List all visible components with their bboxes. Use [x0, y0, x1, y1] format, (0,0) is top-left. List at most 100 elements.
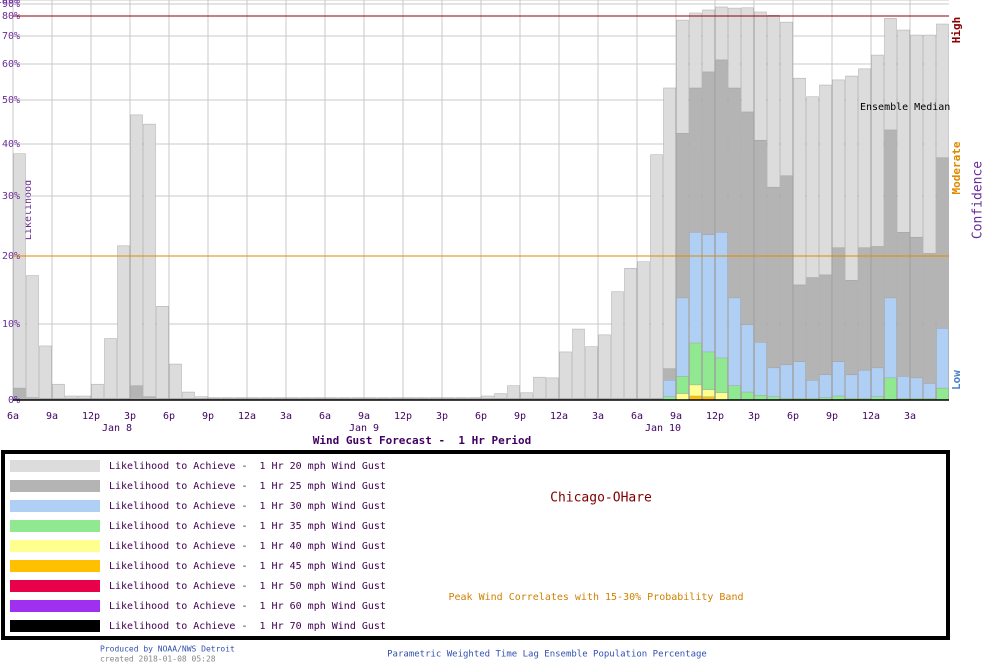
- bar: [559, 351, 572, 401]
- bar: [897, 232, 910, 401]
- bar: [26, 275, 39, 401]
- legend-swatch: [10, 460, 100, 472]
- bar: [910, 377, 923, 401]
- x-tick-label: 3p: [124, 411, 136, 422]
- legend-label: Likelihood to Achieve - 1 Hr 25 mph Wind…: [109, 481, 386, 492]
- y-tick-label: 90%: [2, 0, 20, 10]
- legend-swatch: [10, 480, 100, 492]
- note: Peak Wind Correlates with 15-30% Probabi…: [448, 592, 743, 603]
- legend-swatch: [10, 580, 100, 592]
- legend-label: Likelihood to Achieve - 1 Hr 70 mph Wind…: [109, 621, 386, 632]
- bar: [533, 376, 546, 401]
- legend-label: Likelihood to Achieve - 1 Hr 40 mph Wind…: [109, 541, 386, 552]
- legend-label: Likelihood to Achieve - 1 Hr 35 mph Wind…: [109, 521, 386, 532]
- x-tick-label: 6p: [475, 411, 487, 422]
- bar: [884, 377, 897, 401]
- bar: [780, 364, 793, 401]
- x-tick-label: 12a: [550, 411, 568, 422]
- legend-box: [1, 450, 950, 640]
- legend-swatch: [10, 620, 100, 632]
- bar: [767, 367, 780, 401]
- y-tick-label: 70%: [2, 31, 20, 42]
- bar: [572, 328, 585, 401]
- bar: [507, 385, 520, 401]
- x-tick-label: 9a: [670, 411, 682, 422]
- x-tick-label: 3a: [592, 411, 604, 422]
- confidence-label: Moderate: [950, 141, 963, 194]
- bar: [923, 253, 936, 401]
- legend-swatch: [10, 520, 100, 532]
- bar: [39, 345, 52, 401]
- legend-label: Likelihood to Achieve - 1 Hr 45 mph Wind…: [109, 561, 386, 572]
- bar: [624, 268, 637, 401]
- location: Chicago-OHare: [550, 491, 652, 506]
- x-tick-label: 12p: [82, 411, 100, 422]
- date-label: Jan 10: [645, 423, 681, 434]
- bar: [143, 123, 156, 401]
- y-tick-label: 20%: [2, 251, 20, 262]
- y-axis-title: Likelihood: [23, 180, 34, 240]
- x-tick-label: 12a: [238, 411, 256, 422]
- bar: [923, 383, 936, 401]
- bar: [546, 377, 559, 401]
- bar: [819, 374, 832, 401]
- x-tick-label: 9p: [514, 411, 526, 422]
- x-tick-label: 12a: [862, 411, 880, 422]
- x-tick-label: 3a: [280, 411, 292, 422]
- bar: [832, 361, 845, 401]
- created: created 2018-01-08 05:28: [100, 655, 216, 664]
- confidence-label: High: [950, 17, 963, 44]
- confidence-title: Confidence: [971, 161, 986, 239]
- x-tick-label: 6p: [787, 411, 799, 422]
- y-tick-label: 60%: [2, 59, 20, 70]
- bar: [637, 261, 650, 401]
- confidence-label: Low: [950, 370, 963, 390]
- x-tick-label: 3p: [436, 411, 448, 422]
- y-tick-label: 30%: [2, 191, 20, 202]
- bar: [598, 334, 611, 401]
- x-tick-label: 9a: [358, 411, 370, 422]
- bar: [663, 87, 676, 401]
- bar: [754, 342, 767, 401]
- bar: [650, 154, 663, 401]
- x-tick-label: 6a: [7, 411, 19, 422]
- bar: [585, 346, 598, 401]
- bar: [741, 391, 754, 401]
- bar: [806, 380, 819, 401]
- bar: [117, 245, 130, 401]
- y-tick-label: 80%: [2, 11, 20, 22]
- bar: [936, 387, 949, 401]
- legend-swatch: [10, 500, 100, 512]
- bar: [611, 291, 624, 401]
- bar: [728, 297, 741, 401]
- bar: [130, 114, 143, 401]
- bar: [897, 376, 910, 401]
- bar: [91, 383, 104, 401]
- method: Parametric Weighted Time Lag Ensemble Po…: [387, 650, 707, 660]
- bar: [741, 324, 754, 401]
- date-label: Jan 9: [349, 423, 379, 434]
- x-tick-label: 12p: [706, 411, 724, 422]
- bar: [728, 385, 741, 401]
- legend-label: Likelihood to Achieve - 1 Hr 50 mph Wind…: [109, 581, 386, 592]
- legend-label: Likelihood to Achieve - 1 Hr 20 mph Wind…: [109, 461, 386, 472]
- x-axis-title: Wind Gust Forecast - 1 Hr Period: [313, 434, 532, 447]
- producer: Produced by NOAA/NWS Detroit: [100, 645, 235, 654]
- x-tick-label: 9p: [826, 411, 838, 422]
- bar: [52, 383, 65, 401]
- y-tick-label: 10%: [2, 319, 20, 330]
- bar: [104, 338, 117, 401]
- bar: [845, 374, 858, 401]
- y-tick-label: 100%: [0, 0, 20, 6]
- x-tick-label: 6a: [631, 411, 643, 422]
- bar: [169, 363, 182, 401]
- legend-label: Likelihood to Achieve - 1 Hr 60 mph Wind…: [109, 601, 386, 612]
- y-tick-label: 50%: [2, 95, 20, 106]
- x-tick-label: 12p: [394, 411, 412, 422]
- bar: [793, 361, 806, 401]
- bar: [676, 393, 689, 401]
- legend-swatch: [10, 560, 100, 572]
- x-tick-label: 9p: [202, 411, 214, 422]
